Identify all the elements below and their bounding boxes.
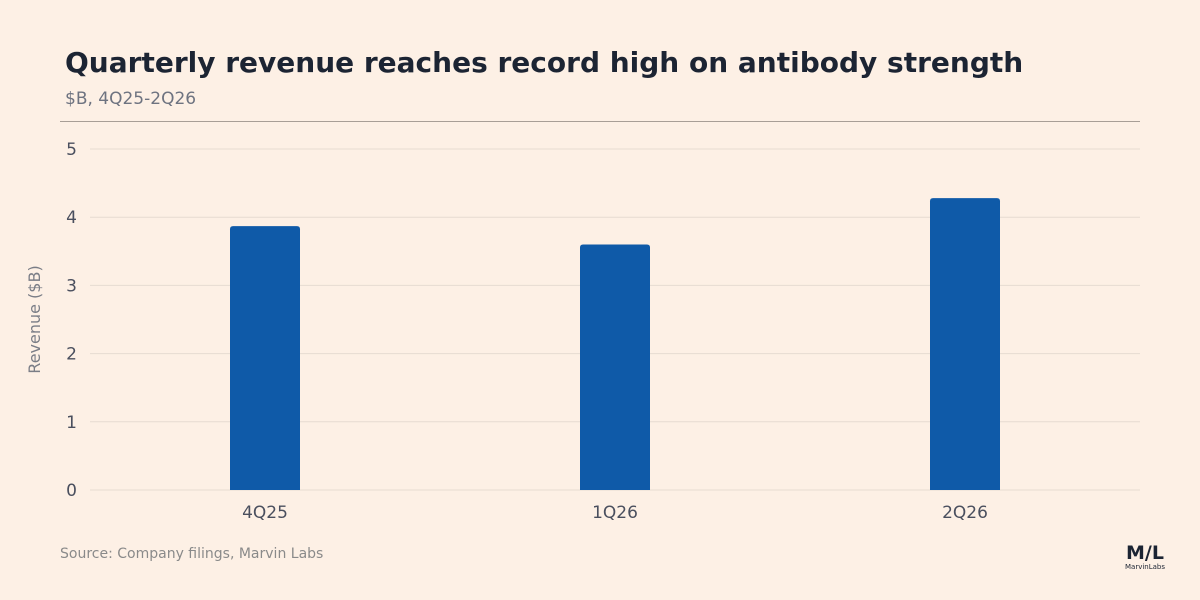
y-tick-label: 4: [66, 208, 77, 228]
x-tick-label: 4Q25: [242, 503, 288, 523]
bar-4q25: [230, 226, 300, 491]
logo-mark: M/L: [1126, 542, 1164, 564]
logo-name: MarvinLabs: [1124, 563, 1165, 571]
y-tick-label: 0: [66, 481, 77, 501]
y-axis-label: Revenue ($B): [25, 265, 44, 373]
x-tick-label: 2Q26: [942, 503, 988, 523]
y-tick-label: 1: [66, 413, 77, 433]
bar-1q26: [580, 244, 650, 490]
y-tick-label: 3: [66, 276, 77, 296]
header-divider: [60, 121, 1140, 122]
chart-subtitle: $B, 4Q25-2Q26: [65, 89, 197, 109]
chart-title: Quarterly revenue reaches record high on…: [65, 46, 1024, 79]
brand-logo: M/L MarvinLabs: [1120, 543, 1170, 571]
x-tick-label: 1Q26: [592, 503, 638, 523]
y-tick-label: 5: [66, 140, 77, 160]
source-note: Source: Company filings, Marvin Labs: [60, 546, 324, 562]
y-tick-label: 2: [66, 345, 77, 365]
bar-2q26: [930, 198, 1000, 490]
